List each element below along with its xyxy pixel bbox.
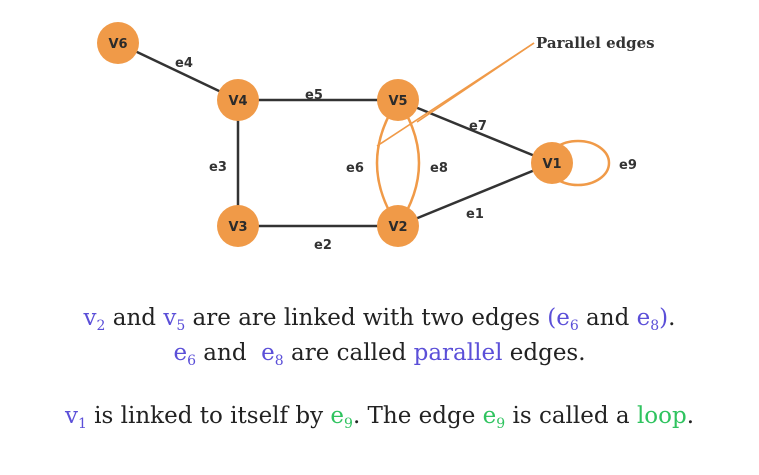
text-segment: and [195,340,262,366]
text-segment: e [482,403,497,429]
text-segment: parallel [413,340,503,366]
subscript-text: 5 [176,318,186,334]
edge-label-e8: e8 [430,161,448,176]
node-v3: V3 [217,205,259,247]
text-segment: e [261,340,275,366]
edge-label-e4: e4 [175,56,193,71]
text-segment: e [330,403,345,429]
edge-label-e5: e5 [305,88,323,103]
svg-text:V3: V3 [228,220,247,235]
text-segment: are called [283,340,414,366]
edge-e7 [397,98,553,165]
subscript-text: 9 [496,416,506,432]
edge-label-e3: e3 [209,160,227,175]
subscript-text: 6 [569,318,579,334]
text-segment: . [668,305,676,331]
subscript-text: 1 [77,416,87,432]
edge-label-e9: e9 [619,158,637,173]
text-segment: loop [636,403,687,429]
text-segment: v [163,305,177,331]
edge-e1 [397,161,553,228]
subscript-text: 8 [650,318,660,334]
edge-label-e1: e1 [466,207,484,222]
text-segment: e [636,305,651,331]
callout-label: Parallel edges [536,34,655,52]
text-segment: v [64,403,78,429]
node-v6: V6 [97,22,139,64]
node-v5: V5 [377,79,419,121]
text-segment: ) [659,305,669,331]
text-segment: and [105,305,164,331]
text-segment: is called a [505,403,637,429]
explanation-parallel-edges-line1: v2 and v5 are are linked with two edges … [0,305,759,334]
node-v2: V2 [377,205,419,247]
text-segment: v [83,305,97,331]
explanation-parallel-edges-line2: e6 and e8 are called parallel edges. [0,340,759,369]
text-segment: edges. [502,340,586,366]
svg-text:V1: V1 [542,157,561,172]
node-v1: V1 [531,142,573,184]
svg-text:V4: V4 [228,94,247,109]
edge-label-e7: e7 [469,119,487,134]
edge-label-e2: e2 [314,238,332,253]
text-segment: (e [547,305,570,331]
text-segment: . The edge [352,403,483,429]
explanation-loop-line: v1 is linked to itself by e9. The edge e… [2,403,757,432]
callout-pointer-e8 [416,42,535,123]
text-segment: . [686,403,695,429]
node-v4: V4 [217,79,259,121]
svg-text:V6: V6 [108,37,127,52]
text-segment: e [173,340,188,366]
edge-label-e6: e6 [346,161,364,176]
text-segment: and [578,305,637,331]
subscript-text: 2 [96,318,106,334]
subscript-text: 9 [344,416,353,432]
svg-text:V5: V5 [388,94,407,109]
subscript-text: 8 [274,353,284,369]
edge-e4 [117,41,239,102]
graph-diagram: Parallel edges V6 V4 V5 V3 V2 V1 e4 e5 [97,22,655,253]
subscript-text: 6 [187,353,196,369]
text-segment: is linked to itself by [86,403,331,429]
svg-text:V2: V2 [388,220,407,235]
text-segment: are are linked with two edges [185,305,548,331]
